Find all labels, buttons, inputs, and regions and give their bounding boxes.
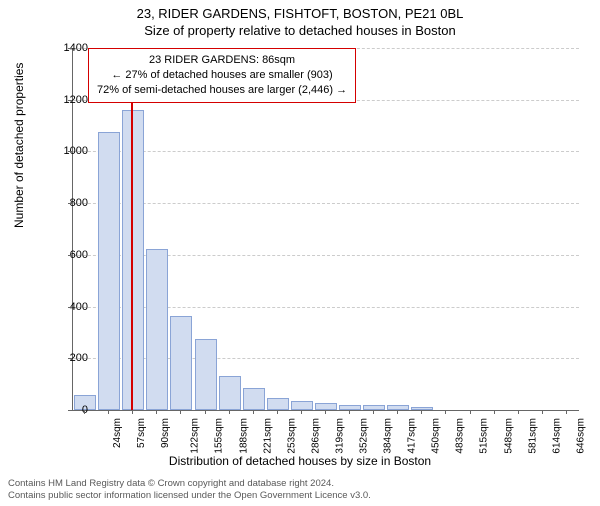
- x-tick: [373, 410, 374, 414]
- x-tick: [205, 410, 206, 414]
- x-tick-label: 57sqm: [136, 418, 147, 448]
- bar: [146, 249, 168, 410]
- x-tick: [325, 410, 326, 414]
- x-axis-title: Distribution of detached houses by size …: [0, 454, 600, 468]
- x-tick-label: 646sqm: [575, 418, 586, 454]
- y-tick: [68, 203, 72, 204]
- x-tick-label: 253sqm: [286, 418, 297, 454]
- x-tick: [84, 410, 85, 414]
- bar: [291, 401, 313, 410]
- bar: [219, 376, 241, 410]
- x-tick-label: 319sqm: [334, 418, 345, 454]
- bar: [243, 388, 265, 410]
- footer-line-1: Contains HM Land Registry data © Crown c…: [8, 478, 371, 490]
- y-tick: [68, 410, 72, 411]
- y-axis-title: Number of detached properties: [12, 63, 26, 228]
- x-tick-label: 483sqm: [455, 418, 466, 454]
- info-line-1: 23 RIDER GARDENS: 86sqm: [97, 53, 347, 68]
- x-tick-label: 548sqm: [503, 418, 514, 454]
- x-tick: [156, 410, 157, 414]
- x-tick-label: 90sqm: [160, 418, 171, 448]
- x-tick-label: 384sqm: [383, 418, 394, 454]
- x-tick-label: 515sqm: [479, 418, 490, 454]
- footer-line-2: Contains public sector information licen…: [8, 490, 371, 502]
- x-tick: [349, 410, 350, 414]
- chart-container: 23, RIDER GARDENS, FISHTOFT, BOSTON, PE2…: [0, 6, 600, 506]
- x-tick: [518, 410, 519, 414]
- chart-title: 23, RIDER GARDENS, FISHTOFT, BOSTON, PE2…: [0, 6, 600, 21]
- x-tick: [494, 410, 495, 414]
- y-tick: [68, 255, 72, 256]
- info-line-3: 72% of semi-detached houses are larger (…: [97, 83, 347, 98]
- bar: [122, 110, 144, 410]
- x-tick-label: 221sqm: [262, 418, 273, 454]
- x-tick: [229, 410, 230, 414]
- x-tick-label: 614sqm: [551, 418, 562, 454]
- y-tick: [68, 48, 72, 49]
- y-tick: [68, 151, 72, 152]
- x-tick: [277, 410, 278, 414]
- bar: [411, 407, 433, 410]
- x-tick: [421, 410, 422, 414]
- x-tick-label: 286sqm: [310, 418, 321, 454]
- x-tick: [108, 410, 109, 414]
- x-tick-label: 155sqm: [214, 418, 225, 454]
- bar: [195, 339, 217, 410]
- x-tick: [542, 410, 543, 414]
- info-line-2: ← 27% of detached houses are smaller (90…: [97, 68, 347, 83]
- x-tick: [301, 410, 302, 414]
- x-tick: [180, 410, 181, 414]
- footer: Contains HM Land Registry data © Crown c…: [8, 478, 371, 502]
- x-tick: [566, 410, 567, 414]
- grid-line: [73, 151, 579, 153]
- y-tick: [68, 100, 72, 101]
- bar: [267, 398, 289, 410]
- chart-subtitle: Size of property relative to detached ho…: [0, 23, 600, 38]
- y-tick: [68, 307, 72, 308]
- grid-line: [73, 203, 579, 205]
- x-tick: [253, 410, 254, 414]
- y-tick: [68, 358, 72, 359]
- bar: [339, 405, 361, 410]
- x-tick-label: 352sqm: [359, 418, 370, 454]
- x-tick-label: 122sqm: [190, 418, 201, 454]
- x-tick-label: 581sqm: [527, 418, 538, 454]
- x-tick-label: 188sqm: [238, 418, 249, 454]
- x-tick: [445, 410, 446, 414]
- x-tick: [470, 410, 471, 414]
- x-tick: [132, 410, 133, 414]
- x-tick-label: 450sqm: [431, 418, 442, 454]
- bar: [387, 405, 409, 410]
- x-tick-label: 417sqm: [407, 418, 418, 454]
- x-tick: [397, 410, 398, 414]
- x-tick-label: 24sqm: [112, 418, 123, 448]
- bar: [98, 132, 120, 410]
- bar: [315, 403, 337, 410]
- bar: [363, 405, 385, 410]
- bar: [170, 316, 192, 410]
- info-box: 23 RIDER GARDENS: 86sqm ← 27% of detache…: [88, 48, 356, 103]
